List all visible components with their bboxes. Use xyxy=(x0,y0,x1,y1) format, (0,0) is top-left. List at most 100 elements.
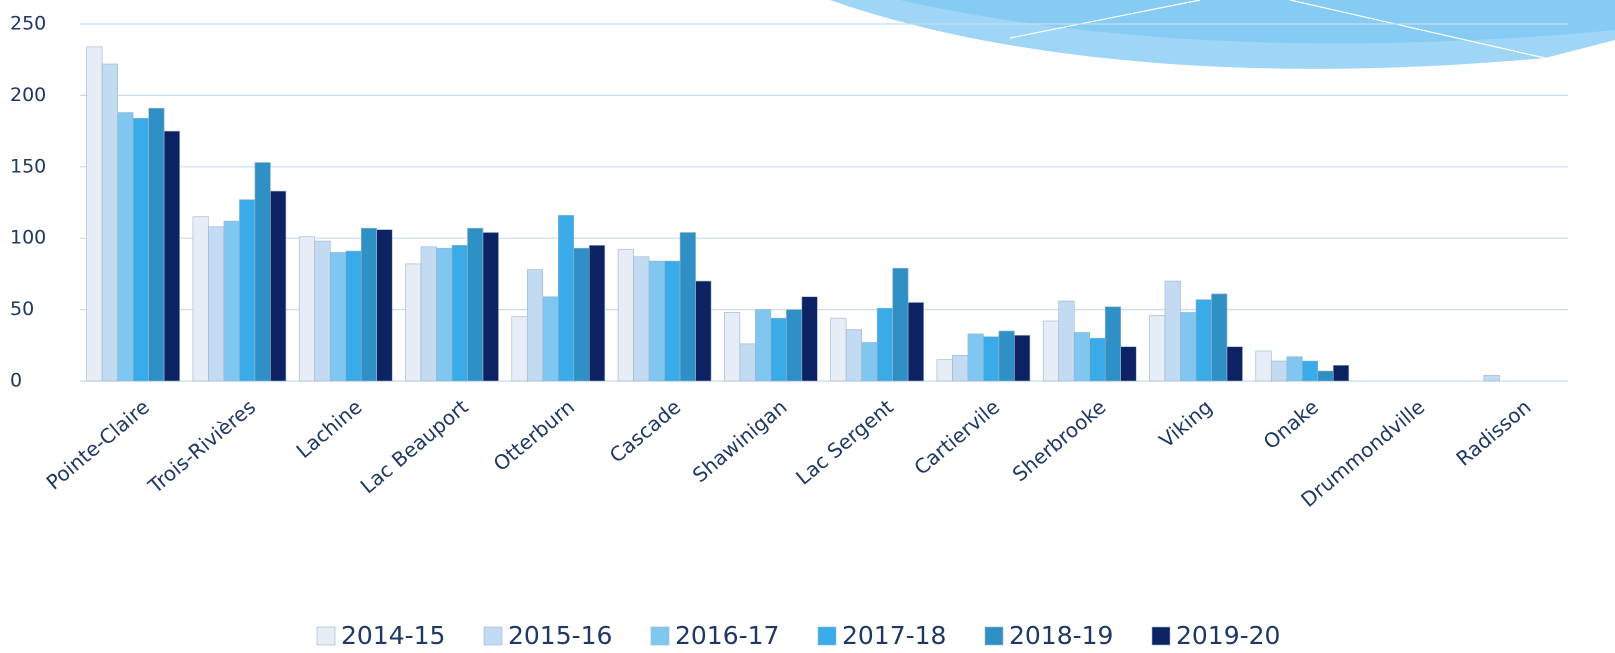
bar xyxy=(163,130,180,382)
bar xyxy=(436,247,453,382)
bar xyxy=(967,333,984,382)
bar xyxy=(101,63,118,382)
y-tick-label: 200 xyxy=(10,84,46,106)
bar xyxy=(724,312,741,382)
bar xyxy=(314,240,331,382)
bar xyxy=(192,216,209,382)
bar xyxy=(451,245,468,382)
legend-label: 2017-18 xyxy=(842,621,946,650)
x-tick-label: Viking xyxy=(1154,395,1216,453)
bar xyxy=(952,354,969,382)
x-tick-label: Cascade xyxy=(605,395,685,468)
bar xyxy=(208,226,225,382)
bar xyxy=(876,307,893,382)
bar xyxy=(770,317,787,382)
bar xyxy=(1332,364,1350,382)
y-tick-label: 100 xyxy=(10,227,46,249)
bar xyxy=(907,302,924,382)
legend-swatch xyxy=(984,626,1004,646)
x-tick-label: Trois-Rivières xyxy=(143,395,260,499)
bar xyxy=(1014,335,1031,382)
bar xyxy=(755,309,772,382)
bar xyxy=(1270,360,1288,382)
bar xyxy=(376,229,393,382)
bar xyxy=(511,316,528,382)
bar xyxy=(360,227,378,382)
x-tick-label: Radisson xyxy=(1451,395,1535,471)
bar xyxy=(298,236,316,382)
bar xyxy=(557,215,575,382)
x-tick-label: Sherbrooke xyxy=(1008,395,1111,487)
bar xyxy=(405,263,422,382)
bar xyxy=(86,46,103,382)
bar xyxy=(679,232,696,382)
bar xyxy=(148,107,165,382)
x-tick-label: Lachine xyxy=(292,395,367,463)
bar xyxy=(830,317,847,382)
x-tick-label: Lac Beauport xyxy=(356,395,473,499)
legend-swatch xyxy=(817,626,837,646)
bar xyxy=(1317,370,1334,382)
bar xyxy=(588,245,606,382)
bar xyxy=(345,250,362,382)
legend-label: 2014-15 xyxy=(341,621,445,650)
bar xyxy=(786,309,803,382)
bar xyxy=(1149,315,1166,382)
x-tick-label: Onake xyxy=(1259,395,1323,454)
bar xyxy=(467,227,484,382)
bar xyxy=(1286,356,1303,382)
swoosh-line xyxy=(1009,0,1546,59)
bar xyxy=(573,247,590,382)
bar xyxy=(329,252,347,382)
bar xyxy=(270,190,287,382)
legend-swatch xyxy=(650,626,670,646)
bar xyxy=(1180,312,1197,382)
legend-label: 2015-16 xyxy=(508,621,612,650)
legend-swatch xyxy=(1151,626,1171,646)
bar xyxy=(1104,306,1122,382)
x-tick-label: Shawinigan xyxy=(688,395,792,488)
bar xyxy=(633,256,650,382)
bar xyxy=(420,246,437,382)
bar xyxy=(892,267,909,382)
bar xyxy=(739,343,756,382)
x-tick-label: Cartiervile xyxy=(909,395,1004,480)
x-tick-label: Pointe-Claire xyxy=(41,395,153,495)
bar xyxy=(1042,320,1060,382)
bar xyxy=(695,280,712,382)
bar xyxy=(1211,293,1228,382)
decoration xyxy=(830,0,1615,69)
y-tick-label: 0 xyxy=(10,370,22,392)
x-tick-label: Lac Sergent xyxy=(791,395,898,490)
bar xyxy=(526,269,544,382)
y-tick-label: 50 xyxy=(10,298,34,320)
bar xyxy=(239,199,256,382)
bar xyxy=(1120,346,1137,382)
x-tick-label: Otterburn xyxy=(489,395,579,476)
bar xyxy=(845,329,862,382)
bar xyxy=(664,260,681,382)
legend-swatch xyxy=(483,626,503,646)
y-tick-label: 250 xyxy=(10,13,46,35)
y-tick-label: 150 xyxy=(10,155,46,177)
bar xyxy=(983,336,1000,382)
legend-label: 2018-19 xyxy=(1009,621,1113,650)
legend-label: 2016-17 xyxy=(675,621,779,650)
bar xyxy=(861,342,878,382)
bar xyxy=(117,112,134,382)
bar xyxy=(998,330,1015,382)
bar xyxy=(648,260,665,382)
swoosh xyxy=(900,0,1615,44)
bar xyxy=(482,232,499,382)
bar xyxy=(1089,337,1106,382)
bar xyxy=(223,220,240,382)
legend-swatch xyxy=(316,626,336,646)
bar xyxy=(1226,346,1243,382)
bar xyxy=(936,359,953,382)
bar xyxy=(801,296,818,382)
bar xyxy=(617,249,634,382)
bar xyxy=(254,162,271,382)
bar xyxy=(1195,299,1212,382)
bar xyxy=(1164,280,1181,382)
